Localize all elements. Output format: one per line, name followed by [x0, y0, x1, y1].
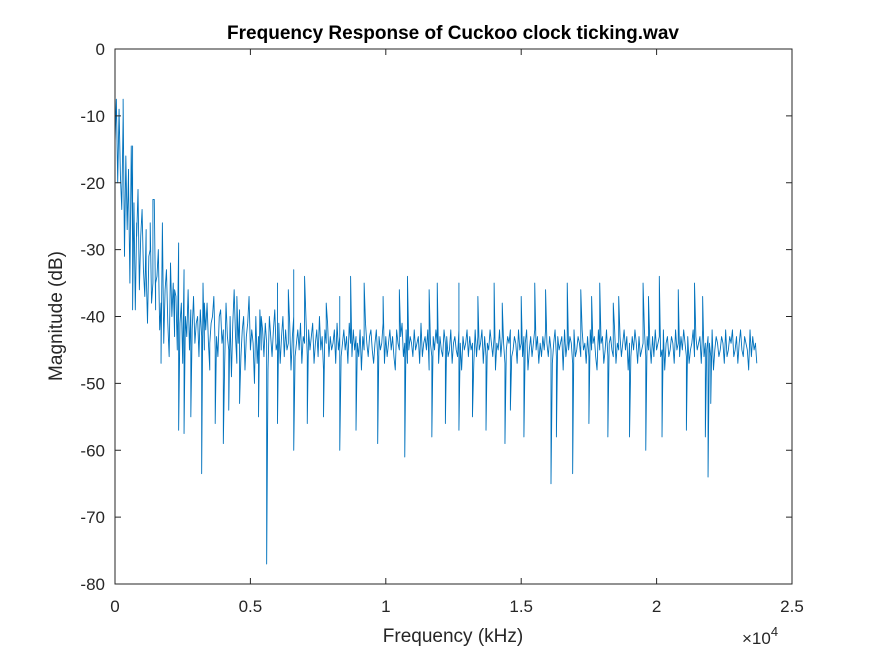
y-tick-label: -70 [80, 508, 105, 527]
x-tick-label: 1 [381, 597, 390, 616]
y-axis-label: Magnitude (dB) [46, 251, 67, 381]
y-tick-label: -30 [80, 241, 105, 260]
y-tick-label: -20 [80, 174, 105, 193]
x-exponent-label: ×104 [742, 624, 778, 648]
x-tick-label: 0 [110, 597, 119, 616]
y-tick-label: -60 [80, 441, 105, 460]
plot-area [115, 49, 792, 584]
y-tick-label: -10 [80, 107, 105, 126]
x-tick-label: 2.5 [780, 597, 804, 616]
x-axis-label: Frequency (kHz) [383, 626, 523, 647]
y-tick-label: -40 [80, 308, 105, 327]
y-tick-label: -80 [80, 575, 105, 594]
series-line [114, 98, 758, 565]
ticks-group: 0 0.5 1 1.5 2 2.5 0 -10 -20 -30 -40 -50 -60 -70 -80 [80, 40, 803, 616]
x-tick-label: 2 [652, 597, 661, 616]
x-tick-label: 0.5 [239, 597, 263, 616]
y-tick-label: 0 [96, 40, 105, 59]
y-tick-label: -50 [80, 374, 105, 393]
series-group [114, 98, 758, 565]
x-exponent-base: ×10 [742, 629, 771, 648]
x-tick-label: 1.5 [509, 597, 533, 616]
x-exponent-power: 4 [771, 624, 778, 639]
chart-title: Frequency Response of Cuckoo clock ticki… [227, 23, 679, 44]
